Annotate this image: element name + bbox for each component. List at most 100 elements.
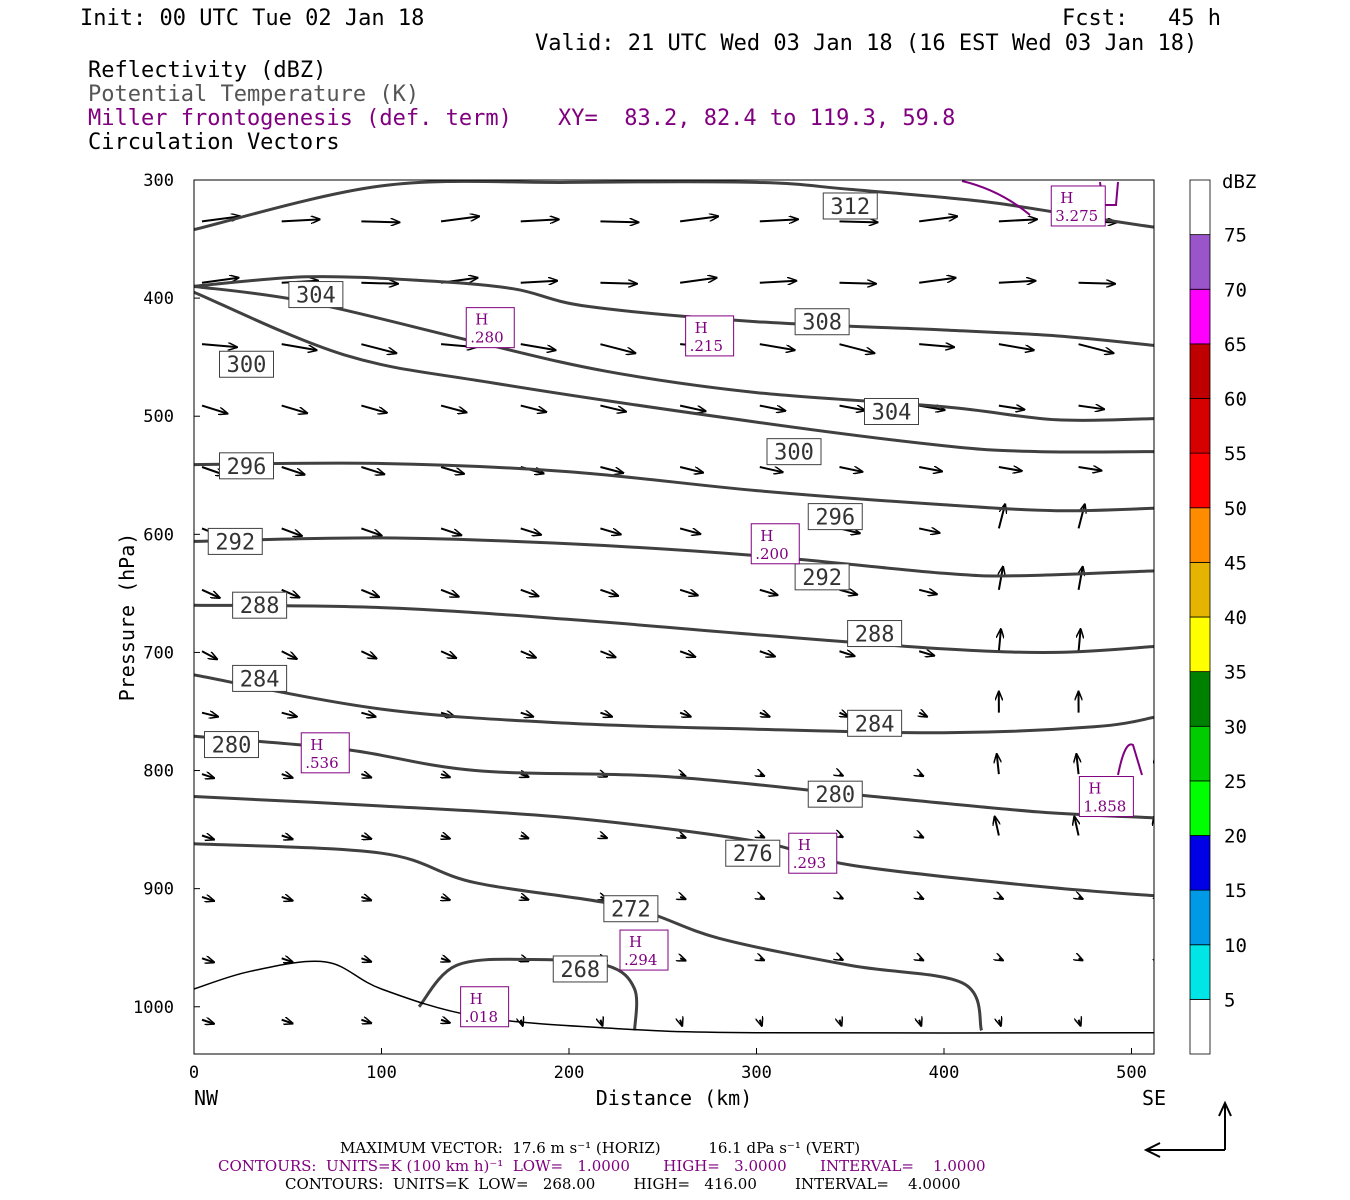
circulation-vector <box>281 1020 293 1024</box>
circulation-vector <box>600 283 636 284</box>
circulation-vector <box>1077 504 1085 529</box>
theta-contour-legend: CONTOURS: UNITS=K LOW= 268.00 HIGH= 416.… <box>285 1175 961 1193</box>
circulation-vector <box>360 588 379 597</box>
theta-contour-308 <box>194 275 1154 347</box>
frontogenesis-max-box <box>465 307 515 349</box>
contour-label-box <box>847 620 903 648</box>
contour-label: 280 <box>212 734 252 759</box>
circulation-vector <box>1154 817 1158 836</box>
circulation-vector <box>760 897 764 899</box>
circulation-vector <box>759 651 775 656</box>
colorbar-segment <box>1189 835 1211 891</box>
circulation-vector <box>680 1020 682 1026</box>
circulation-vector <box>281 958 293 962</box>
circulation-vector <box>1079 567 1083 591</box>
circulation-vector <box>997 754 999 775</box>
contour-label: 312 <box>830 195 870 220</box>
frontogenesis-max-value: .280 <box>470 329 503 347</box>
circulation-vector <box>201 1020 214 1024</box>
circulation-vector <box>361 527 381 535</box>
circulation-vector <box>281 343 317 350</box>
colorbar-label: 30 <box>1224 716 1247 738</box>
circulation-vector <box>759 281 796 283</box>
contour-label-box <box>207 527 263 555</box>
theta-contour-300 <box>194 290 1154 454</box>
circulation-vector <box>520 281 557 283</box>
y-tick-label: 900 <box>143 880 174 900</box>
circulation-vector <box>600 1020 602 1026</box>
circulation-vector <box>361 958 371 961</box>
circulation-vector <box>600 404 625 412</box>
circulation-vector <box>1156 754 1158 774</box>
colorbar-label: 65 <box>1224 334 1247 356</box>
theta-contours <box>194 180 1154 1034</box>
circulation-vector <box>201 713 218 717</box>
frontogenesis-max-label: H <box>760 527 773 545</box>
circulation-vector <box>441 836 450 839</box>
circulation-vector <box>361 1020 371 1023</box>
circulation-vector <box>521 897 529 900</box>
circulation-vector <box>1074 817 1078 836</box>
circulation-vector <box>840 713 849 717</box>
frontogenesis-max-value: .293 <box>793 854 826 872</box>
circulation-vector <box>839 221 878 222</box>
frontogenesis-max-value: .018 <box>465 1008 498 1026</box>
colorbar-label: 25 <box>1224 771 1247 793</box>
circulation-vector <box>600 343 635 353</box>
circulation-vector <box>520 588 539 596</box>
circulation-vector <box>760 774 764 776</box>
x-tick-label: 500 <box>1116 1063 1147 1083</box>
circulation-vector <box>759 713 770 717</box>
circulation-vector <box>680 836 685 838</box>
y-tick-label: 400 <box>143 289 174 309</box>
surface-line <box>194 960 1154 1034</box>
circulation-vector <box>201 836 214 840</box>
y-tick-label: 500 <box>143 407 174 427</box>
circulation-vector <box>520 343 556 350</box>
circulation-vector <box>440 527 461 535</box>
circulation-vector <box>1158 406 1183 409</box>
circulation-vector <box>520 713 533 717</box>
circulation-vector <box>679 278 716 284</box>
circulation-vector <box>201 774 214 778</box>
circulation-vector <box>999 1020 1001 1026</box>
circulation-vector <box>520 527 541 534</box>
circulation-vector <box>1078 406 1104 410</box>
theta-contour-296 <box>194 461 1154 513</box>
contour-label: 296 <box>227 455 267 480</box>
contour-label-box <box>552 955 608 983</box>
circulation-vector <box>1079 629 1081 652</box>
contour-label: 308 <box>802 311 842 336</box>
frontogenesis-max-value: .294 <box>624 951 657 969</box>
circulation-vector <box>201 216 240 223</box>
field-frontogenesis: Miller frontogenesis (def. term) <box>88 106 512 131</box>
circulation-vector <box>1158 467 1181 470</box>
contour-label-box <box>725 839 781 867</box>
circulation-vector <box>1078 283 1115 284</box>
circulation-vector <box>839 404 865 411</box>
colorbar-label: 75 <box>1224 225 1247 247</box>
circulation-vector <box>520 650 536 657</box>
circulation-vector <box>1158 629 1160 651</box>
colorbar-segment <box>1189 179 1211 236</box>
circulation-vector <box>360 650 376 658</box>
contour-label-box <box>204 731 259 759</box>
frontogenesis-max-label: H <box>629 933 642 951</box>
field-potential-temperature: Potential Temperature (K) <box>88 82 420 107</box>
y-tick-label: 600 <box>143 525 174 545</box>
circulation-vector <box>441 897 450 900</box>
circulation-vector <box>919 344 954 347</box>
reference-vector-icon <box>1143 1100 1232 1158</box>
circulation-vector <box>600 466 623 473</box>
circulation-vector <box>281 466 305 475</box>
circulation-vector <box>281 774 293 778</box>
contour-label-box <box>232 591 288 619</box>
contour-label: 288 <box>855 623 895 648</box>
circulation-vector <box>1078 467 1102 471</box>
circulation-vector <box>759 466 783 472</box>
colorbar-label: 15 <box>1224 880 1247 902</box>
circulation-vector <box>361 836 371 839</box>
circulation-vector <box>999 629 1001 652</box>
maximum-vector-legend: MAXIMUM VECTOR: 17.6 m s⁻¹ (HORIZ) 16.1 … <box>340 1139 861 1157</box>
colorbar-segment <box>1189 507 1211 563</box>
